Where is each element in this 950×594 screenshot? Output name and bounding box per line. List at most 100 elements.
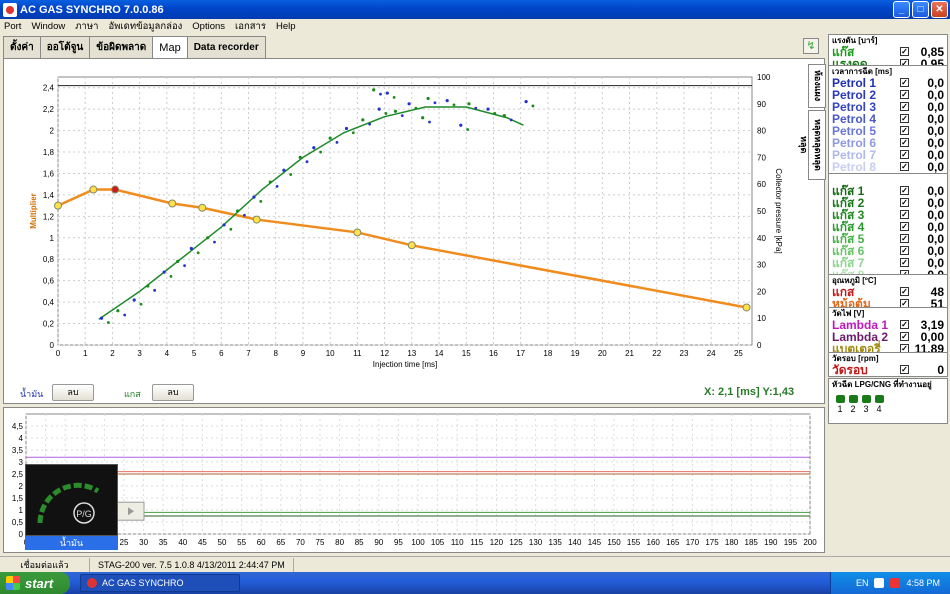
petrol-checkbox[interactable]: ✓ [900, 90, 909, 99]
petrol-checkbox[interactable]: ✓ [900, 150, 909, 159]
y-tick-label: 0,8 [43, 255, 55, 264]
voltage-checkbox[interactable]: ✓ [900, 320, 909, 329]
menu-documents[interactable]: เอกสาร [235, 20, 266, 32]
menu-update[interactable]: อัพเดทข้อมูลกล่อง [108, 20, 183, 32]
gas-checkbox[interactable]: ✓ [900, 258, 909, 267]
y-tick-label: 0 [50, 341, 55, 350]
gas-row: แก๊ส 1 ✓ 0,0 [829, 185, 947, 197]
petrol-checkbox[interactable]: ✓ [900, 162, 909, 171]
petrol-checkbox[interactable]: ✓ [900, 102, 909, 111]
gas-row: แก๊ส 3 ✓ 0,0 [829, 209, 947, 221]
sample-point [146, 284, 150, 288]
menu-window[interactable]: Window [31, 20, 66, 32]
gas-checkbox[interactable]: ✓ [900, 246, 909, 255]
windows-flag-icon [6, 576, 20, 590]
clear-gas-button[interactable]: ลบ [152, 384, 194, 401]
gas-checkbox[interactable]: ✓ [900, 222, 909, 231]
petrol-row: Petrol 5 ✓ 0,0 [829, 125, 947, 137]
tab-data-recorder[interactable]: Data recorder [186, 36, 266, 58]
menu-language[interactable]: ภาษา [75, 20, 99, 32]
x-tick-label: 105 [431, 538, 445, 547]
menu-help[interactable]: Help [276, 20, 296, 32]
petrol-checkbox[interactable]: ✓ [900, 78, 909, 87]
voltage-checkbox[interactable]: ✓ [900, 332, 909, 341]
petrol-checkbox[interactable]: ✓ [900, 126, 909, 135]
gas-label: แก๊ส 1 [832, 184, 865, 198]
gauge-label: น้ำมัน [25, 536, 118, 550]
petrol-checkbox[interactable]: ✓ [900, 114, 909, 123]
sample-point [169, 274, 173, 278]
petrol-row: Petrol 7 ✓ 0,0 [829, 149, 947, 161]
menu-port[interactable]: Port [4, 20, 22, 32]
sample-point [106, 321, 110, 324]
tab-map[interactable]: Map [152, 36, 188, 59]
taskbar: start AC GAS SYNCHRO EN 4:58 PM [0, 572, 950, 594]
sample-point [189, 246, 193, 251]
vtab-2[interactable]: หลุดหลุดหลุดหลุด [799, 110, 826, 180]
recorder-panel: 0510152025303540455055606570758085909510… [3, 407, 825, 553]
injector-icon: 4 [874, 395, 884, 414]
sample-point [312, 146, 316, 150]
gas-checkbox[interactable]: ✓ [900, 198, 909, 207]
tab-settings[interactable]: ตั้งค่า [3, 36, 41, 58]
status-bar: เชื่อมต่อแล้ว STAG-200 ver. 7.5 1.0.8 4/… [0, 556, 950, 572]
y-tick-label: 1,6 [43, 169, 55, 178]
clear-petrol-button[interactable]: ลบ [52, 384, 94, 401]
sample-point [421, 116, 425, 120]
x-tick-label: 23 [680, 349, 689, 358]
y-tick-label: 0,5 [12, 518, 24, 527]
rpm-heading: วัดรอบ [rpm] [832, 354, 879, 363]
pressure-label: แก๊ส [832, 45, 855, 59]
rpm-checkbox[interactable]: ✓ [900, 365, 909, 374]
tab-autotune[interactable]: ออโต้จูน [39, 36, 91, 58]
menu-options[interactable]: Options [192, 20, 226, 32]
start-button[interactable]: start [0, 572, 70, 594]
taskbar-app[interactable]: AC GAS SYNCHRO [80, 574, 240, 592]
maximize-button[interactable]: □ [912, 1, 929, 18]
y-tick-label: 2 [19, 482, 24, 491]
multiplier-point [407, 241, 416, 250]
gauge-widget: P/G [25, 464, 118, 536]
pressure-checkbox[interactable]: ✓ [900, 47, 909, 56]
map-chart[interactable]: 0 1 2 3 4 5 6 7 8 9 10 11 12 13 14 15 16 17 18 19 20 21 22 23 24… [4, 59, 824, 379]
sample-point [433, 101, 437, 105]
gas-checkbox[interactable]: ✓ [900, 234, 909, 243]
y-tick-label: 3,5 [12, 446, 24, 455]
lpg-injectors-group: หัวฉีด LPG/CNG ที่ทำงานอยู่ 1 2 3 4 [828, 378, 948, 424]
temperature-heading: อุณหภูมิ [ºC] [832, 276, 877, 285]
language-indicator[interactable]: EN [855, 578, 869, 588]
close-button[interactable]: ✕ [931, 1, 948, 18]
sample-point [123, 313, 127, 317]
gas-checkbox[interactable]: ✓ [900, 186, 909, 195]
window-title: AC GAS SYNCHRO 7.0.0.86 [20, 3, 164, 16]
sample-point [222, 223, 226, 227]
next-icon [128, 507, 134, 516]
vtab-1[interactable]: ห้องแผง [808, 64, 826, 108]
x-tick-label: 1 [83, 349, 88, 358]
minimize-button[interactable]: _ [893, 1, 910, 18]
refresh-icon[interactable]: ↯ [803, 38, 819, 54]
sample-point [524, 100, 528, 104]
petrol-value: 0,0 [927, 88, 944, 102]
volume-icon[interactable] [890, 578, 901, 588]
x-tick-label: 16 [489, 349, 498, 358]
multiplier-point [54, 201, 62, 210]
clock: 4:58 PM [906, 578, 940, 588]
gas-checkbox[interactable]: ✓ [900, 210, 909, 219]
sample-point [474, 106, 478, 110]
petrol-value: 0,0 [927, 100, 944, 114]
pressure-heading: แรงดัน [บาร์] [832, 36, 878, 45]
sample-point [400, 114, 404, 117]
gas-label: แก๊ส 5 [832, 232, 865, 246]
voltage-value: 3,19 [920, 318, 944, 332]
temperature-checkbox[interactable]: ✓ [900, 287, 909, 296]
petrol-checkbox[interactable]: ✓ [900, 138, 909, 147]
multiplier-point [252, 215, 261, 224]
gas-row: แก๊ส 6 ✓ 0,0 [829, 245, 947, 257]
network-icon[interactable] [874, 578, 885, 588]
petrol-row: Petrol 1 ✓ 0,0 [829, 77, 947, 89]
gas-row: แก๊ส 4 ✓ 0,0 [829, 221, 947, 233]
petrol-row: Petrol 4 ✓ 0,0 [829, 113, 947, 125]
tab-errors[interactable]: ข้อผิดพลาด [89, 36, 154, 58]
y2-tick-label: 50 [757, 207, 766, 216]
